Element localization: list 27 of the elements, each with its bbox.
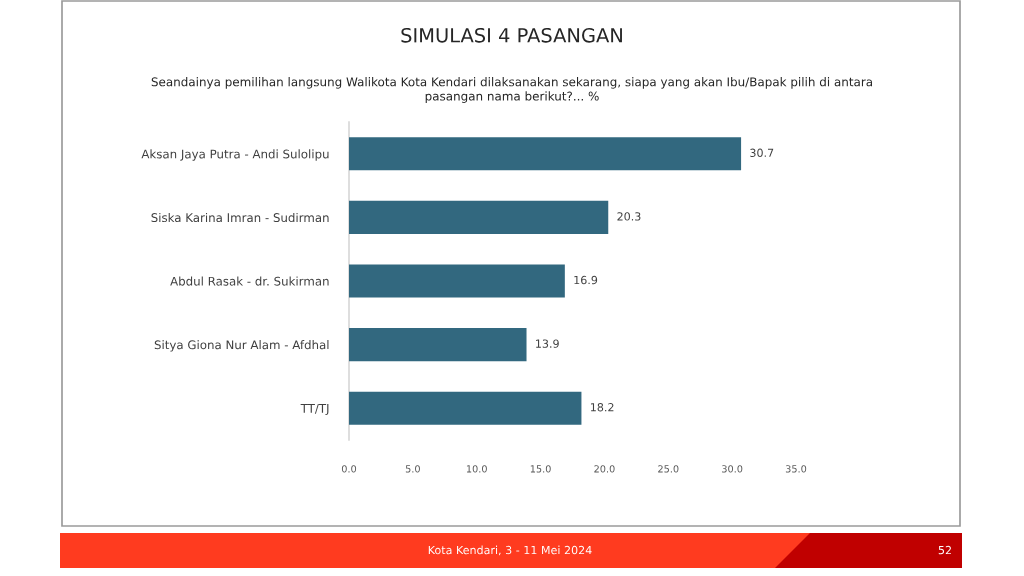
x-tick-label: 0.0 — [341, 465, 357, 473]
text: 52 — [938, 545, 951, 555]
data-label: 13.9 — [536, 339, 559, 348]
x-tick-label: 5.0 — [405, 465, 420, 473]
bar — [349, 264, 565, 298]
x-tick-label: 35.0 — [785, 465, 807, 473]
chart-subtitle: Seandainya pemilihan langsung Walikota Kota Kendari dilaksanakan sekarang, siapa yang akan Ibu/Bapak pilih di antara pasangan nama berikut?... % — [151, 77, 872, 103]
bar — [349, 391, 582, 425]
y-tick-label: Sitya Giona Nur Alam - Afdhal — [154, 340, 329, 352]
x-tick-label: 15.0 — [530, 465, 551, 473]
bar — [349, 328, 527, 362]
x-tick-label: 25.0 — [658, 465, 679, 473]
bar — [349, 137, 742, 171]
data-label: 20.3 — [617, 212, 641, 221]
x-tick-label: 20.0 — [594, 465, 615, 473]
data-label: 30.7 — [750, 148, 774, 158]
y-tick-label: Abdul Rasak - dr. Sukirman — [170, 276, 329, 286]
text: Kota Kendari, 3 - 11 Mei 2024 — [428, 545, 592, 556]
bar — [349, 200, 609, 234]
data-label: 16.9 — [574, 275, 598, 285]
y-tick-label: Siska Karina Imran - Sudirman — [151, 212, 329, 223]
data-label: 18.2 — [590, 403, 614, 412]
chart-title: SIMULASI 4 PASANGAN — [401, 27, 622, 43]
x-tick-label: 30.0 — [722, 465, 743, 473]
x-tick-label: 10.0 — [466, 465, 487, 473]
y-tick-label: Aksan Jaya Putra - Andi Sulolipu — [141, 149, 329, 161]
y-tick-label: TT/TJ — [300, 404, 329, 416]
